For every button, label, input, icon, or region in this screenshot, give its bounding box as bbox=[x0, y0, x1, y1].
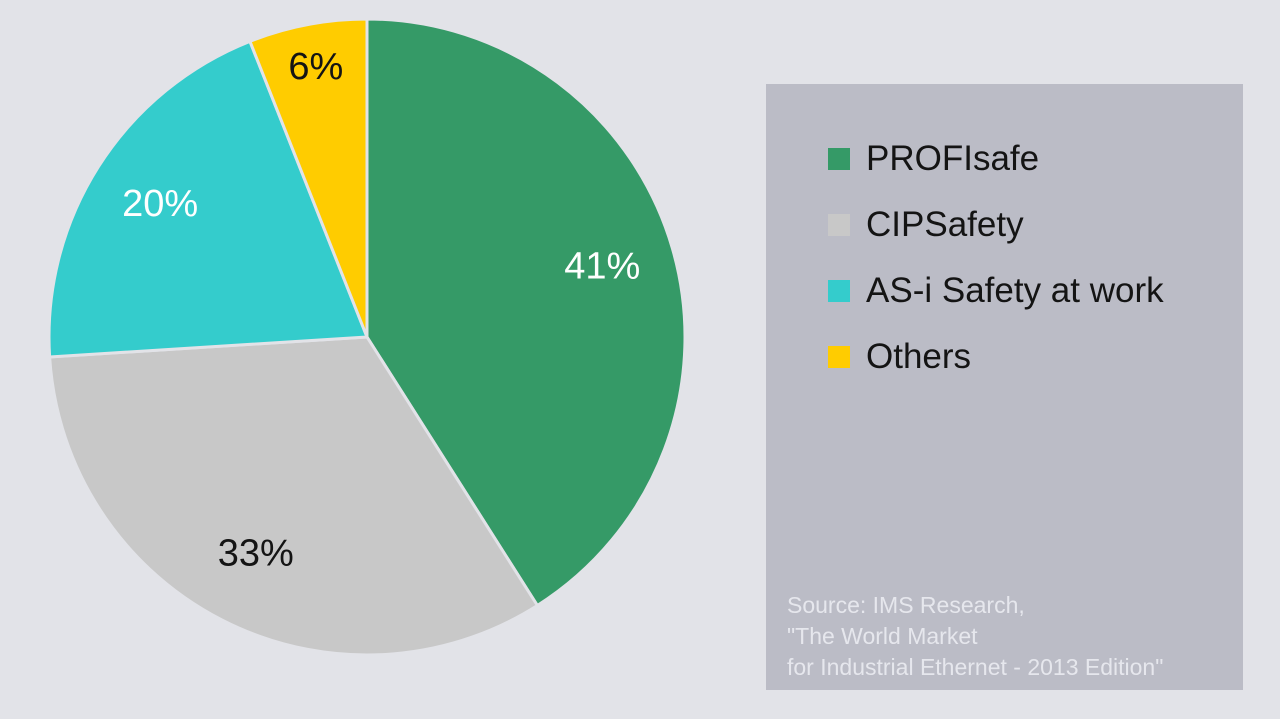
pie-slice-others bbox=[247, 17, 369, 338]
source-line: Source: IMS Research, bbox=[787, 592, 1025, 618]
pie-slice-cipsafety bbox=[48, 335, 540, 657]
pie-slice-profisafe bbox=[365, 17, 687, 608]
legend-swatch-profisafe bbox=[828, 148, 850, 170]
legend-item-others: Others bbox=[828, 324, 1164, 390]
pie-slice-asi-safety bbox=[47, 39, 370, 359]
legend-item-cipsafety: CIPSafety bbox=[828, 192, 1164, 258]
legend-label-cipsafety: CIPSafety bbox=[866, 205, 1024, 244]
slice-label-profisafe: 41% bbox=[564, 246, 640, 288]
legend: PROFIsafe CIPSafety AS-i Safety at work … bbox=[828, 126, 1164, 390]
legend-swatch-cipsafety bbox=[828, 214, 850, 236]
legend-panel: PROFIsafe CIPSafety AS-i Safety at work … bbox=[766, 84, 1243, 690]
legend-item-asi-safety: AS-i Safety at work bbox=[828, 258, 1164, 324]
source-note: Source: IMS Research, "The World Market … bbox=[787, 590, 1163, 683]
slice-label-others: 6% bbox=[288, 46, 343, 88]
legend-label-asi-safety: AS-i Safety at work bbox=[866, 271, 1164, 310]
source-line: for Industrial Ethernet - 2013 Edition" bbox=[787, 654, 1164, 680]
slice-label-cipsafety: 33% bbox=[218, 532, 294, 574]
legend-item-profisafe: PROFIsafe bbox=[828, 126, 1164, 192]
legend-swatch-others bbox=[828, 346, 850, 368]
legend-swatch-asi-safety bbox=[828, 280, 850, 302]
legend-label-profisafe: PROFIsafe bbox=[866, 139, 1040, 178]
pie-chart: 41% 33% 20% 6% bbox=[47, 17, 687, 657]
slice-label-asi-safety: 20% bbox=[122, 183, 198, 225]
source-line: "The World Market bbox=[787, 623, 978, 649]
legend-label-others: Others bbox=[866, 337, 972, 376]
